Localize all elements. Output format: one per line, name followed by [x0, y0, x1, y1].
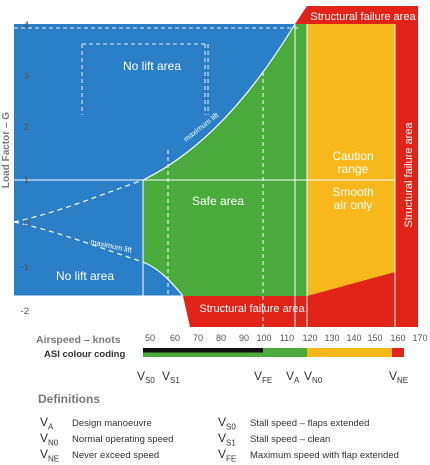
- y-tick-4: 4: [24, 20, 29, 31]
- definition-symbol: VA: [40, 415, 54, 432]
- y-axis-label: Load Factor – G: [1, 112, 12, 188]
- speed-marker-vn0: VN0: [304, 369, 323, 385]
- structural-bottom-label: Structural failure area: [199, 303, 305, 315]
- y-tick-0: 0: [24, 218, 29, 229]
- no-lift-top-label: No lift area: [123, 59, 181, 73]
- y-tick-2: 2: [24, 122, 29, 133]
- definition-symbol: VS1: [218, 431, 236, 448]
- load-factor-lines: [14, 179, 395, 297]
- y-tick-1: 1: [24, 175, 29, 186]
- x-tick-160: 160: [390, 333, 405, 343]
- x-tick-60: 60: [170, 333, 180, 343]
- definition-text: Design manoeuvre: [72, 418, 152, 429]
- safe-region: [143, 24, 307, 296]
- definition-text: Stall speed – flaps extended: [250, 418, 370, 429]
- x-tick-100: 100: [256, 333, 271, 343]
- y-tick-neg1: -1: [21, 262, 29, 273]
- x-axis-label: Airspeed – knots: [36, 334, 121, 346]
- safe-area-label: Safe area: [192, 194, 244, 208]
- smooth-air-label-line2: air only: [334, 198, 373, 212]
- definition-symbol: VNE: [40, 447, 60, 464]
- y-tick-3: 3: [24, 71, 29, 82]
- structural-failure-region-top-right: [295, 6, 418, 327]
- x-tick-80: 80: [216, 333, 226, 343]
- max-lift-curve-lower: [142, 261, 184, 297]
- speed-marker-vs1: VS1: [162, 369, 180, 385]
- definition-text: Never exceed speed: [72, 450, 160, 461]
- asi-red-line: [392, 348, 404, 357]
- structural-failure-region-bottom: [183, 272, 395, 327]
- structural-right-label: Structural failure area: [403, 122, 415, 228]
- x-tick-90: 90: [239, 333, 249, 343]
- definitions-title: Definitions: [38, 392, 100, 406]
- speed-marker-vne: VNE: [389, 369, 408, 385]
- no-lift-bottom-label: No lift area: [56, 269, 114, 283]
- asi-colour-bar: [143, 348, 404, 357]
- definition-text: Stall speed – clean: [250, 434, 331, 445]
- x-tick-50: 50: [145, 333, 155, 343]
- x-tick-120: 120: [302, 333, 317, 343]
- x-tick-140: 140: [346, 333, 361, 343]
- max-lift-curve-upper-dashed: [13, 179, 144, 223]
- definition-symbol: VN0: [40, 431, 59, 448]
- max-lift-curve-upper: [142, 23, 296, 181]
- y-tick-neg2: -2: [21, 306, 29, 317]
- y-ticks: 4 3 2 1 0 -1 -2: [21, 20, 29, 317]
- caution-label-line1: Caution: [332, 149, 373, 163]
- x-tick-70: 70: [193, 333, 203, 343]
- asi-label: ASI colour coding: [44, 349, 125, 360]
- structural-top-label: Structural failure area: [310, 11, 416, 23]
- definition-symbol: VS0: [218, 415, 236, 432]
- caution-label-line2: range: [338, 162, 369, 176]
- caution-region: [307, 24, 395, 296]
- definitions-section: Definitions VA Design manoeuvre VN0 Norm…: [38, 392, 418, 464]
- x-tick-170: 170: [412, 333, 427, 343]
- x-tick-130: 130: [324, 333, 339, 343]
- speed-marker-vs0: VS0: [137, 369, 155, 385]
- speed-marker-vfe: VFE: [254, 369, 272, 385]
- definition-text: Normal operating speed: [72, 434, 174, 445]
- x-tick-110: 110: [280, 333, 294, 343]
- definition-text: Maximum speed with flap extended: [250, 450, 399, 461]
- dashed-guides: [14, 27, 300, 115]
- asi-white-arc: [143, 348, 263, 353]
- max-lift-curve-lower-dashed: [13, 221, 144, 263]
- smooth-air-label-line1: Smooth: [332, 185, 373, 199]
- definition-symbol: VFE: [218, 447, 237, 464]
- speed-marker-lines: [142, 24, 396, 360]
- flight-envelope-diagram: No lift area No lift area Safe area Caut…: [1, 6, 428, 385]
- x-tick-150: 150: [367, 333, 382, 343]
- x-ticks: 50 60 70 80 90 100 110 120 130 140 150 1…: [145, 333, 428, 343]
- speed-marker-va: VA: [286, 369, 300, 385]
- asi-yellow-band: [307, 348, 395, 357]
